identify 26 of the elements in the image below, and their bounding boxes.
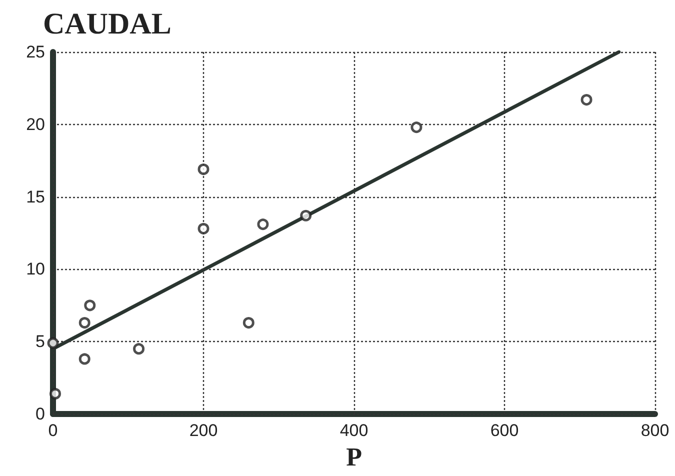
y-tick-label: 10: [26, 260, 45, 279]
point: [242, 317, 254, 329]
x-tick-label: 600: [490, 421, 519, 440]
point: [133, 343, 145, 355]
x-tick-label: 400: [340, 421, 368, 440]
point: [257, 218, 269, 230]
point: [50, 388, 62, 400]
x-tick-label: 0: [48, 421, 58, 440]
x-axis-title: P: [346, 442, 362, 472]
point: [300, 210, 312, 222]
point: [198, 164, 210, 176]
point: [47, 337, 59, 349]
y-tick-label: 5: [36, 332, 45, 352]
point: [78, 353, 90, 365]
point: [410, 122, 422, 134]
point: [84, 300, 96, 312]
x-tick-label: 800: [640, 421, 670, 440]
point: [198, 222, 210, 234]
chart-title: CAUDAL: [43, 8, 172, 40]
point: [580, 94, 592, 106]
y-tick-label: 25: [26, 42, 45, 62]
y-tick-label: 20: [26, 114, 45, 134]
x-tick-label: 200: [189, 421, 218, 440]
point: [78, 317, 90, 329]
y-tick-label: 0: [36, 404, 45, 424]
y-tick-label: 15: [26, 187, 45, 206]
